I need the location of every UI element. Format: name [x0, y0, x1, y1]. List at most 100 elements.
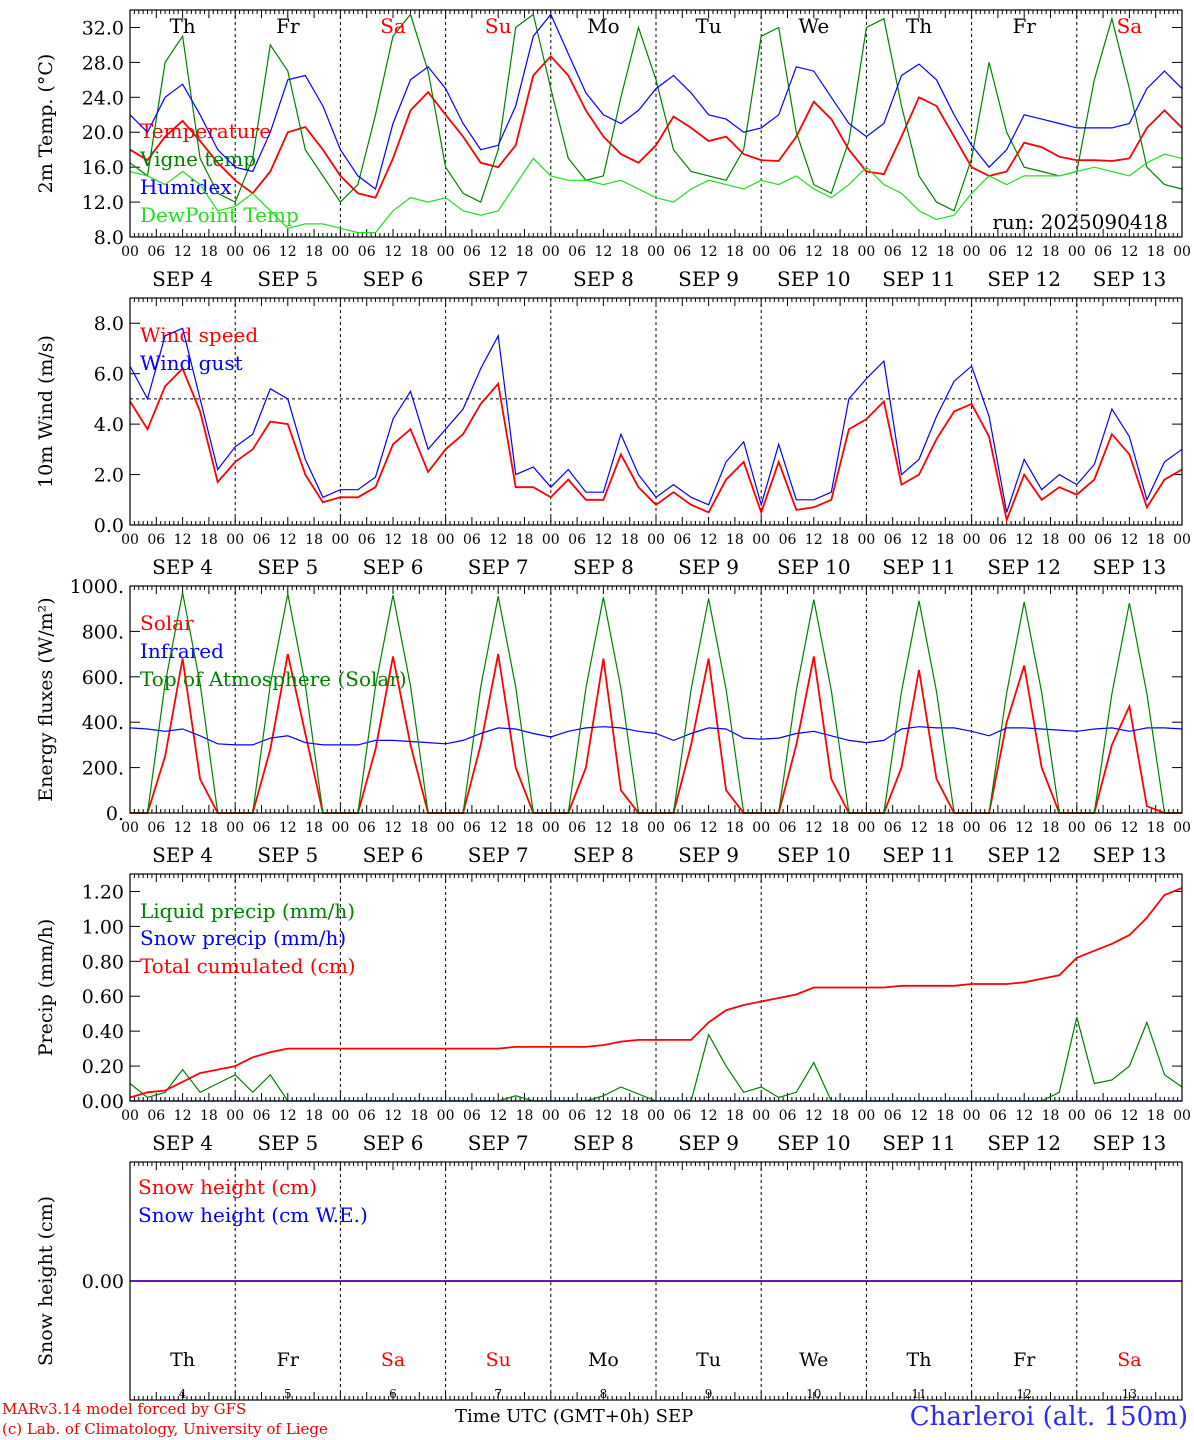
hour-tick-label: 12 [805, 820, 823, 836]
date-label: SEP 5 [257, 267, 318, 291]
hour-tick-label: 12 [279, 820, 297, 836]
hour-tick-label: 18 [1147, 1108, 1165, 1124]
hour-tick-label: 06 [568, 244, 586, 260]
hour-tick-label: 18 [936, 820, 954, 836]
date-label: SEP 11 [882, 843, 956, 867]
hour-tick-label: 18 [1147, 532, 1165, 548]
hour-tick-label: 00 [331, 532, 349, 548]
hour-tick-label: 12 [489, 820, 507, 836]
hour-tick-label: 18 [410, 820, 428, 836]
plot-frame [129, 1161, 1183, 1401]
y-tick-label: 0.40 [82, 1021, 124, 1043]
run-label: run: 2025090418 [992, 210, 1168, 234]
day-number-label: 9 [705, 1387, 713, 1401]
hour-tick-label: 12 [594, 820, 612, 836]
series-line-3 [129, 887, 1183, 1099]
hour-tick-label: 06 [147, 532, 165, 548]
hour-tick-label: 18 [621, 244, 639, 260]
hour-tick-label: 06 [1094, 532, 1112, 548]
y-tick-label: 32.0 [82, 17, 124, 39]
hour-tick-label: 00 [542, 1108, 560, 1124]
hour-tick-label: 06 [779, 532, 797, 548]
y-tick-label: 6.0 [94, 364, 124, 386]
hour-tick-label: 06 [673, 532, 691, 548]
hour-tick-label: 18 [831, 820, 849, 836]
hour-tick-label: 00 [121, 532, 139, 548]
day-number-label: 10 [806, 1387, 821, 1401]
hour-tick-label: 06 [673, 820, 691, 836]
plot-frame [129, 297, 1183, 526]
weekday-label-bottom: Sa [381, 1349, 405, 1371]
hour-tick-label: 06 [884, 532, 902, 548]
weekday-label: Sa [380, 14, 406, 38]
day-number-label: 13 [1122, 1387, 1137, 1401]
hour-tick-label: 12 [279, 532, 297, 548]
hour-tick-label: 00 [1173, 1108, 1191, 1124]
model-credit: MARv3.14 model forced by GFS [2, 1400, 247, 1418]
day-number-label: 4 [179, 1387, 187, 1401]
hour-tick-label: 06 [463, 820, 481, 836]
plot-frame [129, 873, 1183, 1102]
legend-entry: Snow precip (mm/h) [140, 926, 346, 950]
hour-tick-label: 00 [963, 532, 981, 548]
hour-tick-label: 12 [279, 244, 297, 260]
hour-tick-label: 00 [1068, 532, 1086, 548]
hour-tick-label: 12 [1015, 244, 1033, 260]
weekday-label-bottom: Fr [1013, 1349, 1036, 1371]
weekday-label-bottom: Th [907, 1349, 932, 1371]
hour-tick-label: 00 [857, 532, 875, 548]
series-line-2 [129, 13, 1183, 212]
hour-tick-label: 06 [884, 820, 902, 836]
date-label: SEP 8 [573, 1131, 634, 1155]
hour-tick-label: 18 [936, 244, 954, 260]
hour-tick-label: 00 [331, 244, 349, 260]
series-line-3 [129, 13, 1183, 191]
date-label: SEP 6 [363, 843, 424, 867]
hour-tick-label: 06 [989, 1108, 1007, 1124]
hour-tick-label: 06 [568, 532, 586, 548]
legend-entry: Wind speed [140, 323, 258, 347]
hour-tick-label: 12 [910, 820, 928, 836]
hour-tick-label: 06 [568, 1108, 586, 1124]
weekday-label: Mo [587, 14, 620, 38]
date-label: SEP 11 [882, 1131, 956, 1155]
day-number-label: 8 [600, 1387, 608, 1401]
hour-tick-label: 12 [910, 244, 928, 260]
hour-tick-label: 00 [542, 244, 560, 260]
weekday-label: We [798, 14, 829, 38]
y-tick-label: 0.0 [94, 515, 124, 537]
y-tick-label: 0.60 [82, 986, 124, 1008]
date-label: SEP 11 [882, 267, 956, 291]
hour-tick-label: 00 [857, 1108, 875, 1124]
date-label: SEP 5 [257, 1131, 318, 1155]
hour-tick-label: 00 [963, 244, 981, 260]
date-label: SEP 7 [468, 267, 529, 291]
hour-tick-label: 06 [253, 244, 271, 260]
y-tick-label: 800. [82, 621, 124, 643]
hour-tick-label: 06 [1094, 1108, 1112, 1124]
hour-tick-label: 00 [437, 820, 455, 836]
hour-tick-label: 18 [410, 244, 428, 260]
hour-tick-label: 12 [594, 244, 612, 260]
hour-tick-label: 06 [1094, 244, 1112, 260]
hour-tick-label: 12 [1120, 1108, 1138, 1124]
hour-tick-label: 18 [516, 1108, 534, 1124]
hour-tick-label: 18 [200, 1108, 218, 1124]
y-tick-label: 1.20 [82, 881, 124, 903]
hour-tick-label: 18 [621, 532, 639, 548]
weekday-label: Fr [276, 14, 300, 38]
series-line-4 [129, 153, 1183, 234]
hour-tick-label: 18 [621, 1108, 639, 1124]
hour-tick-label: 06 [463, 244, 481, 260]
day-number-label: 6 [389, 1387, 397, 1401]
hour-tick-label: 00 [647, 820, 665, 836]
hour-tick-label: 18 [200, 244, 218, 260]
hour-tick-label: 12 [910, 1108, 928, 1124]
hour-tick-label: 12 [174, 820, 192, 836]
hour-tick-label: 18 [1042, 1108, 1060, 1124]
y-tick-label: 20.0 [82, 122, 124, 144]
station-name: Charleroi (alt. 150m) [909, 1402, 1188, 1432]
hour-tick-label: 00 [226, 244, 244, 260]
date-label: SEP 6 [363, 1131, 424, 1155]
date-label: SEP 12 [987, 555, 1061, 579]
